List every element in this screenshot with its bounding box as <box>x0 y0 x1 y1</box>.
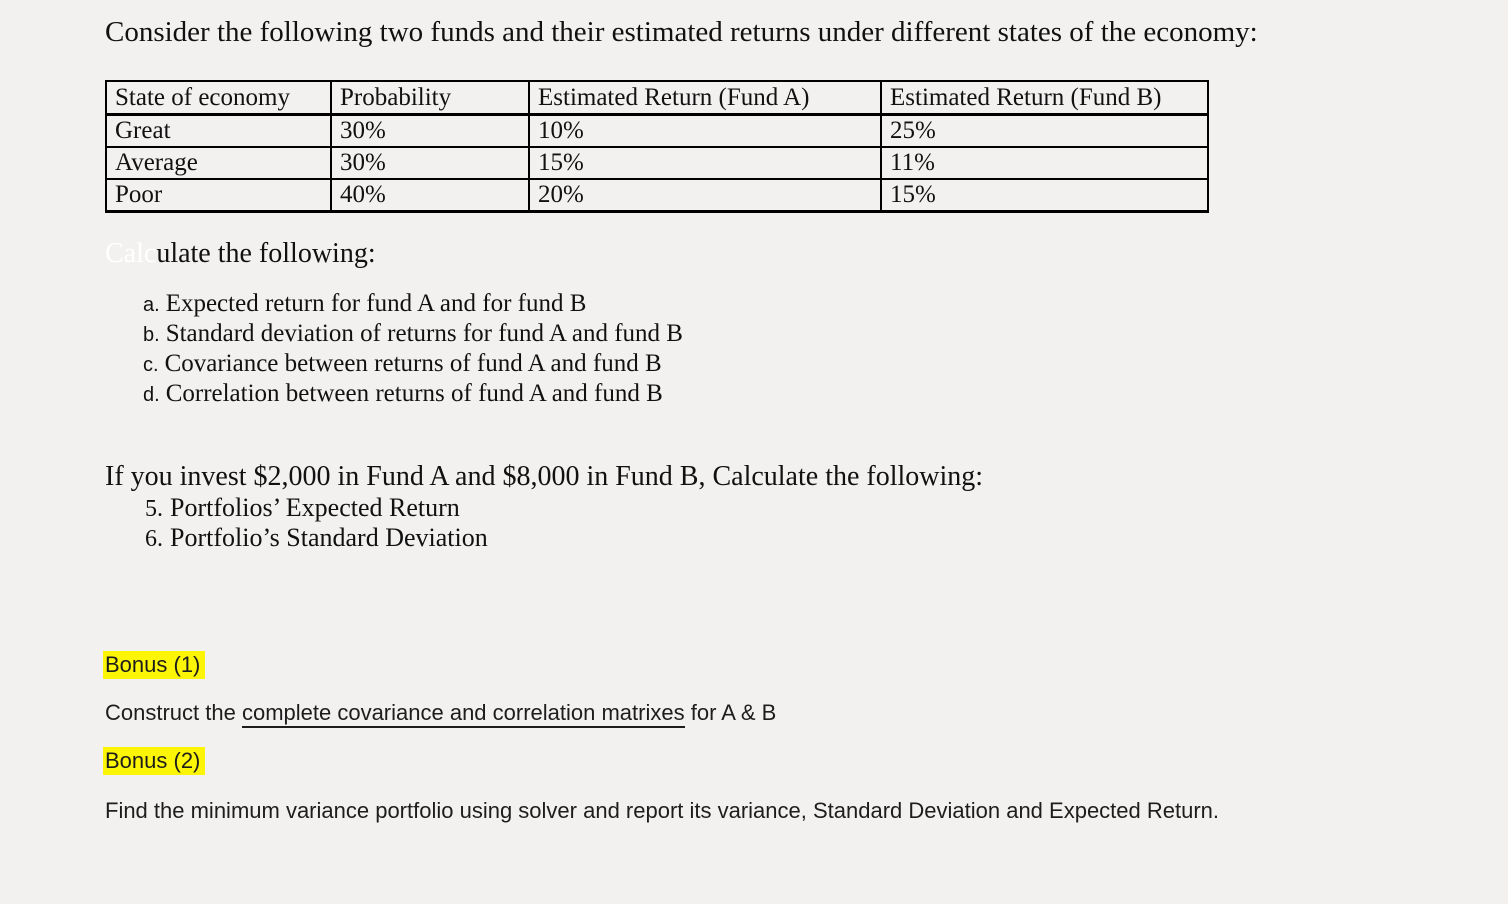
table-cell: 30% <box>330 113 530 148</box>
task-marker: b. <box>143 324 160 346</box>
table-cell: 30% <box>330 146 530 180</box>
table-cell: Great <box>105 113 332 148</box>
task-item-a: a. Expected return for fund A and for fun… <box>143 289 683 319</box>
table-row: Poor 40% 20% 15% <box>105 178 1209 213</box>
table-cell: 25% <box>880 113 1209 148</box>
invest-list: 5. Portfolios’ Expected Return 6. Portfoli… <box>145 493 488 553</box>
invest-paragraph: If you invest $2,000 in Fund A and $8,00… <box>105 461 984 492</box>
calculate-visible-text: ulate the following: <box>156 238 376 269</box>
task-item-b: b. Standard deviation of returns for fund… <box>143 319 683 349</box>
bonus-1-text-after: for A & B <box>684 700 777 725</box>
table-cell: 40% <box>330 178 530 213</box>
invest-text: Portfolio’s Standard Deviation <box>170 523 488 552</box>
task-list: a. Expected return for fund A and for fun… <box>143 289 683 409</box>
bonus-1-task: Construct the complete covariance and co… <box>105 700 777 728</box>
task-marker: d. <box>143 384 160 406</box>
bonus-1-underlined-phrase: complete covariance and correlation matr… <box>241 700 685 728</box>
task-text: Correlation between returns of fund A an… <box>165 380 663 407</box>
task-text: Covariance between returns of fund A and… <box>164 350 662 377</box>
returns-table: State of economy Probability Estimated R… <box>105 80 1209 213</box>
task-marker: c. <box>143 354 159 376</box>
table-cell: Average <box>105 146 332 180</box>
table-cell: 15% <box>528 146 882 180</box>
table-header-row: State of economy Probability Estimated R… <box>105 80 1209 116</box>
task-item-c: c. Covariance between returns of fund A a… <box>143 349 683 379</box>
invest-text: Portfolios’ Expected Return <box>170 493 460 522</box>
task-marker: a. <box>143 294 160 316</box>
column-header-fund-a: Estimated Return (Fund A) <box>528 80 882 116</box>
task-item-d: d. Correlation between returns of fund A … <box>143 379 683 409</box>
bonus-1-label: Bonus (1) <box>103 651 206 679</box>
invest-marker: 6. <box>145 526 163 552</box>
task-text: Expected return for fund A and for fund … <box>165 290 587 317</box>
table-row: Average 30% 15% 11% <box>105 146 1209 180</box>
table-cell: Poor <box>105 178 332 213</box>
bonus-2-task: Find the minimum variance portfolio usin… <box>105 798 1220 823</box>
table-row: Great 30% 10% 25% <box>105 113 1209 148</box>
invest-marker: 5. <box>145 496 163 522</box>
calculate-heading: Calculate the following: <box>105 238 376 270</box>
invest-item-6: 6. Portfolio’s Standard Deviation <box>145 523 488 553</box>
invest-item-5: 5. Portfolios’ Expected Return <box>145 493 488 523</box>
table-cell: 10% <box>528 113 882 148</box>
bonus-1-text-before: Construct the <box>105 700 242 725</box>
bonus-2-label: Bonus (2) <box>103 747 206 775</box>
column-header-state: State of economy <box>105 80 332 116</box>
intro-paragraph: Consider the following two funds and the… <box>105 16 1258 48</box>
returns-table-wrap: State of economy Probability Estimated R… <box>105 80 1209 213</box>
table-cell: 20% <box>528 178 882 213</box>
column-header-fund-b: Estimated Return (Fund B) <box>880 80 1209 116</box>
task-text: Standard deviation of returns for fund A… <box>165 320 683 347</box>
calculate-hidden-prefix: Calc <box>105 238 157 269</box>
column-header-probability: Probability <box>330 80 530 116</box>
table-cell: 15% <box>880 178 1209 213</box>
table-cell: 11% <box>880 146 1209 180</box>
